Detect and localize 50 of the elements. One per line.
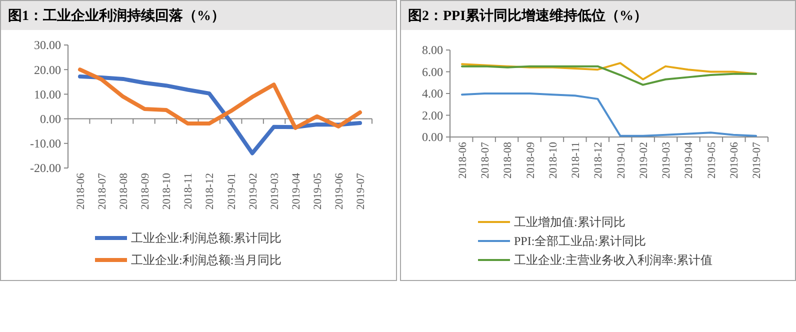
y-tick-label: 4.00	[422, 86, 443, 101]
x-tick-label: 2018-11	[182, 173, 195, 210]
y-tick-label: 6.00	[422, 64, 443, 79]
x-tick-label: 2019-07	[751, 142, 763, 179]
x-tick-label: 2018-06	[75, 172, 87, 210]
x-tick-label: 2019-03	[660, 142, 673, 179]
x-tick-label: 2019-01	[615, 142, 628, 179]
y-tick-label: 30.00	[34, 38, 61, 52]
line-series	[461, 65, 757, 86]
y-tick-label: 0.00	[422, 130, 443, 144]
legend-label: PPI:全部工业品:累计同比	[514, 234, 646, 248]
x-tick-label: 2018-07	[96, 172, 109, 210]
y-tick-label: 8.00	[422, 43, 443, 58]
x-tick-label: 2018-09	[524, 142, 537, 179]
chart-title: 图1：工业企业利润持续回落（%）	[8, 7, 225, 24]
x-tick-label: 2018-10	[161, 172, 174, 210]
x-tick-label: 2018-09	[140, 172, 152, 210]
x-tick-label: 2018-07	[480, 142, 492, 179]
x-tick-label: 2018-08	[502, 142, 514, 179]
x-tick-label: 2018-11	[570, 142, 582, 178]
x-tick-label: 2018-06	[457, 142, 469, 179]
x-tick-label: 2019-02	[247, 173, 260, 210]
y-tick-label: 20.00	[34, 62, 61, 77]
legend-label: 工业企业:利润总额:累计同比	[131, 231, 282, 246]
x-tick-label: 2018-08	[118, 172, 130, 210]
x-tick-label: 2019-07	[355, 172, 367, 210]
x-tick-label: 2019-04	[290, 172, 302, 210]
x-tick-label: 2019-01	[226, 173, 238, 210]
legend-label: 工业企业:主营业务收入利润率:累计值	[514, 253, 713, 268]
y-tick-label: 10.00	[34, 87, 61, 102]
y-tick-label: 2.00	[422, 108, 443, 122]
x-tick-label: 2018-12	[204, 173, 216, 210]
y-tick-label: 0.00	[40, 112, 61, 126]
legend-label: 工业企业:利润总额:当月同比	[131, 253, 282, 268]
x-tick-label: 2019-06	[728, 142, 740, 179]
x-tick-label: 2018-10	[547, 142, 560, 179]
x-tick-label: 2019-02	[638, 142, 650, 179]
x-tick-label: 2019-06	[333, 172, 346, 210]
x-tick-label: 2019-05	[706, 142, 718, 179]
y-tick-label: -20.00	[30, 161, 61, 176]
chart-title: 图2：PPI累计同比增速维持低位（%）	[408, 7, 648, 24]
legend-label: 工业增加值:累计同比	[514, 215, 626, 230]
x-tick-label: 2019-03	[268, 172, 281, 210]
x-tick-label: 2019-05	[312, 172, 324, 210]
line-series	[78, 68, 362, 130]
x-tick-label: 2019-04	[683, 142, 696, 179]
y-tick-label: -10.00	[30, 136, 61, 151]
line-series	[461, 92, 757, 137]
x-tick-label: 2018-12	[592, 142, 605, 179]
line-series	[461, 62, 757, 80]
